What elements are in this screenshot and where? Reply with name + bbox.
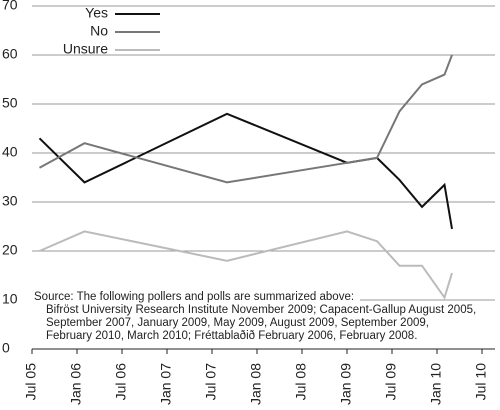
y-tick-label: 10 [2, 291, 18, 307]
y-tick-label: 40 [2, 144, 18, 160]
legend-label: Yes [85, 5, 108, 21]
note-line: September 2007, January 2009, May 2009, … [46, 317, 429, 329]
note-line: Source: The following pollers and polls … [34, 291, 354, 303]
x-tick-label: Jul 09 [383, 363, 399, 401]
x-tick-label: Jul 05 [23, 363, 39, 401]
series-line [39, 54, 453, 184]
y-tick-label: 70 [2, 0, 18, 13]
x-tick-label: Jul 07 [203, 363, 219, 401]
legend-label: Unsure [63, 41, 108, 57]
x-tick-label: Jul 08 [293, 363, 309, 401]
y-tick-label: 20 [2, 242, 18, 258]
y-tick-label: 50 [2, 95, 18, 111]
x-tick-label: Jan 07 [158, 363, 174, 405]
x-tick-label: Jul 10 [473, 363, 489, 401]
legend-label: No [90, 23, 108, 39]
x-tick-label: Jul 06 [113, 363, 129, 401]
note-box [30, 290, 360, 346]
series-line [39, 230, 453, 300]
x-tick-label: Jan 10 [428, 363, 444, 405]
x-tick-label: Jan 08 [248, 363, 264, 405]
x-tick-label: Jan 06 [68, 363, 84, 405]
y-tick-label: 0 [2, 340, 10, 356]
note-line: Bifröst University Research Institute No… [46, 304, 476, 316]
note-line: February 2010, March 2010; Fréttablaðið … [46, 330, 417, 342]
y-tick-label: 30 [2, 193, 18, 209]
x-tick-label: Jan 09 [338, 363, 354, 405]
y-tick-label: 60 [2, 46, 18, 62]
